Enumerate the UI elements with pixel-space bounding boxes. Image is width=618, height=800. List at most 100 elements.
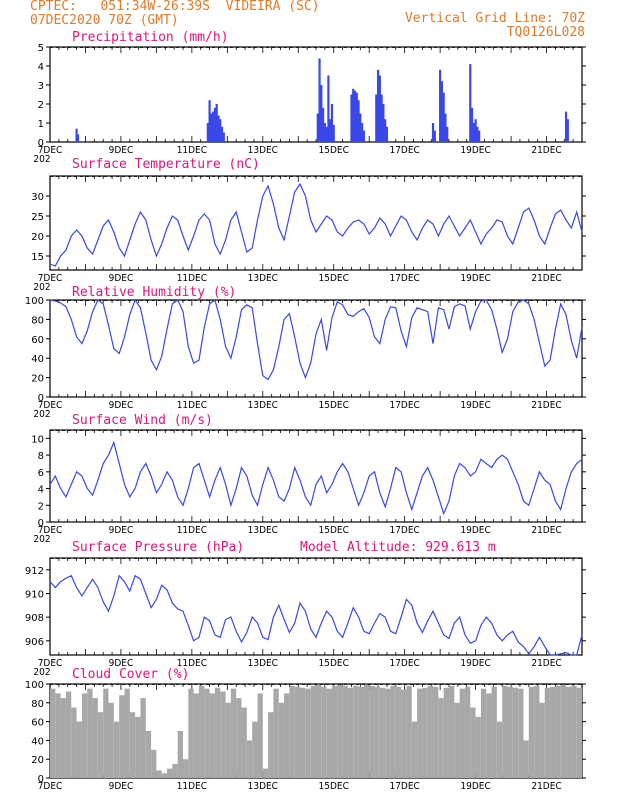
x-year-label: 202 — [33, 667, 50, 678]
panel-4: Surface Wind (m/s) 0 2 4 6 8 10 7DEC 9DEC 11DEC 13… — [31, 413, 586, 545]
precip-bar — [217, 115, 220, 142]
x-year-label: 202 — [33, 282, 50, 293]
y-tick-label: 908 — [25, 613, 44, 624]
cloud-bar — [236, 698, 242, 778]
precip-bar — [206, 123, 209, 142]
x-tick-label: 21DEC — [531, 400, 561, 411]
panel-title: Surface Pressure (hPa) — [72, 540, 244, 555]
cloud-bar — [172, 763, 178, 778]
cloud-bar — [486, 693, 492, 778]
cloud-bar — [103, 688, 109, 778]
cloud-bar — [76, 721, 82, 778]
x-tick-label: 19DEC — [460, 525, 490, 536]
cloud-bar — [342, 685, 348, 778]
cloud-bar — [81, 693, 88, 778]
precip-bar — [332, 124, 335, 142]
cloud-bar — [230, 688, 237, 778]
x-tick-label: 19DEC — [460, 145, 490, 156]
y-tick-label: 0 — [38, 138, 44, 149]
precip-bar — [376, 69, 380, 142]
cloud-bar — [550, 686, 556, 778]
precip-bar — [219, 119, 222, 142]
precip-bar — [330, 104, 334, 142]
precip-bar — [357, 100, 360, 142]
x-tick-label: 13DEC — [248, 400, 278, 411]
cloud-bar — [294, 686, 301, 778]
cloud-bar — [374, 686, 380, 778]
x-tick-label: 17DEC — [389, 525, 419, 536]
panel-title: Precipitation (mm/h) — [72, 30, 229, 45]
y-tick-label: 20 — [31, 755, 44, 766]
cloud-bar — [60, 698, 66, 778]
run-date: 07DEC2020 70Z (GMT) — [30, 13, 179, 28]
precip-bar — [431, 123, 435, 142]
x-tick-label: 13DEC — [248, 273, 278, 284]
precip-bar — [352, 88, 355, 142]
x-tick-label: 17DEC — [389, 781, 419, 792]
y-tick-label: 60 — [31, 335, 44, 346]
x-tick-label: 13DEC — [248, 145, 278, 156]
x-tick-label: 21DEC — [531, 145, 561, 156]
cloud-bar — [390, 685, 396, 778]
precip-bar — [362, 130, 365, 142]
cloud-bar — [268, 712, 274, 778]
cloud-bar — [119, 695, 125, 778]
y-tick-label: 910 — [25, 589, 44, 600]
cloud-bar — [496, 721, 503, 778]
x-tick-label: 11DEC — [177, 145, 207, 156]
y-tick-label: 0 — [38, 518, 44, 529]
y-tick-label: 3 — [38, 81, 44, 92]
y-tick-label: 912 — [25, 566, 44, 577]
cloud-bar — [401, 689, 407, 778]
cloud-bar — [438, 698, 444, 778]
cloud-bar — [262, 768, 269, 778]
cloud-bar — [289, 685, 295, 778]
precip-bar — [213, 107, 217, 142]
precip-bar — [446, 126, 449, 142]
station-info: CPTEC: 051:34W-26:39S VIDEIRA (SC) — [30, 0, 320, 14]
cloud-bar — [406, 685, 412, 778]
precip-bar — [359, 113, 362, 142]
cloud-bar — [560, 684, 567, 778]
x-tick-label: 21DEC — [531, 658, 561, 669]
panel-title: Surface Wind (m/s) — [72, 413, 213, 428]
y-tick-label: 20 — [31, 374, 44, 385]
cloud-bar — [214, 687, 221, 778]
series-line — [49, 298, 583, 381]
cloud-bar — [257, 693, 263, 778]
cloud-bar — [523, 740, 529, 778]
precip-bar — [222, 132, 225, 142]
x-tick-label: 9DEC — [109, 525, 134, 536]
precip-bar — [476, 126, 479, 142]
cloud-bar — [278, 702, 285, 778]
cloud-bar — [433, 686, 439, 778]
precip-bar — [478, 130, 481, 142]
x-tick-label: 17DEC — [389, 658, 419, 669]
cloud-bar — [454, 702, 460, 778]
cloud-bar — [475, 716, 481, 778]
precip-bar — [350, 94, 353, 142]
cloud-bar — [512, 687, 519, 778]
x-tick-label: 19DEC — [460, 658, 490, 669]
plot-frame — [49, 46, 583, 143]
x-tick-label: 7DEC — [38, 273, 63, 284]
x-tick-label: 19DEC — [460, 273, 490, 284]
cloud-bar — [310, 685, 316, 778]
cloud-bar — [188, 688, 194, 778]
y-tick-label: 40 — [31, 736, 44, 747]
cloud-bar — [534, 685, 540, 778]
cloud-bar — [337, 684, 343, 778]
x-tick-label: 15DEC — [319, 145, 349, 156]
y-tick-label: 100 — [25, 296, 44, 307]
precip-bar — [355, 92, 358, 142]
series-line — [49, 182, 583, 267]
cloud-bar — [225, 702, 231, 778]
x-tick-label: 13DEC — [248, 658, 278, 669]
precip-bar — [444, 113, 447, 142]
precip-bar — [382, 104, 385, 142]
cloud-bar — [363, 684, 370, 778]
y-tick-label: 2 — [38, 100, 44, 111]
precip-bar — [220, 126, 224, 142]
chart-header-left: CPTEC: 051:34W-26:39S VIDEIRA (SC) 07DEC… — [30, 0, 320, 28]
cloud-bar — [198, 685, 205, 778]
